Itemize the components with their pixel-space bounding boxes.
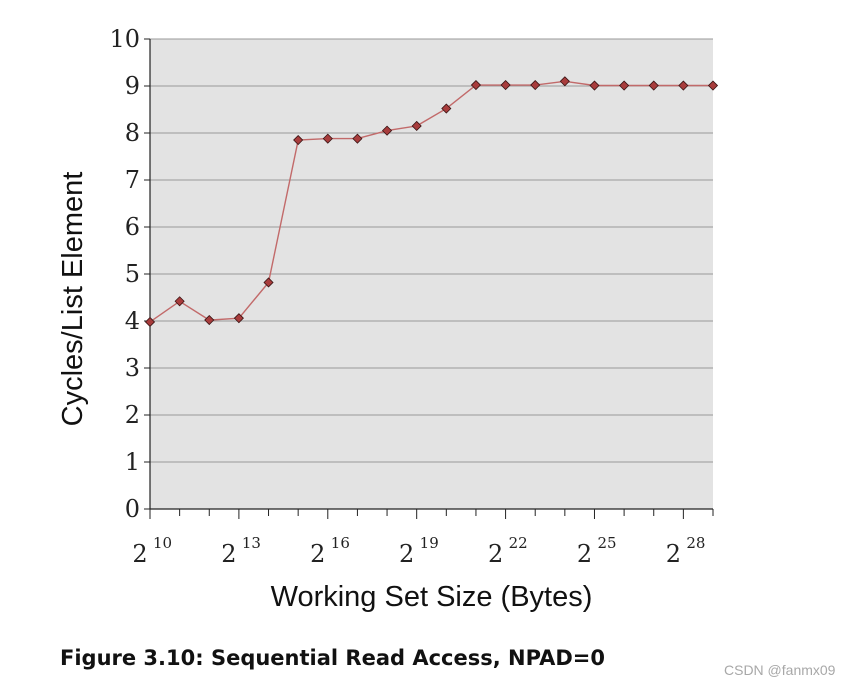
y-tick-label: 0: [125, 495, 140, 523]
data-point: [233, 313, 244, 324]
data-point: [322, 133, 333, 144]
data-point: [174, 296, 185, 307]
x-tick-label-exponent: 10: [153, 534, 172, 552]
y-tick-label: 1: [125, 448, 140, 476]
x-tick-label-exponent: 22: [509, 534, 528, 552]
data-point: [707, 80, 719, 91]
x-tick-label: 2: [488, 540, 503, 568]
x-tick-label-exponent: 28: [686, 534, 705, 552]
data-point: [263, 277, 274, 288]
x-tick-label-exponent: 25: [597, 534, 616, 552]
x-tick-label-exponent: 13: [242, 534, 261, 552]
watermark: CSDN @fanmx09: [724, 662, 836, 678]
y-tick-label: 4: [125, 307, 140, 335]
y-tick-label: 9: [125, 72, 140, 100]
data-point: [619, 80, 630, 91]
x-tick-label: 2: [221, 540, 236, 568]
data-point: [470, 79, 482, 91]
data-point: [441, 103, 452, 114]
data-point: [293, 134, 304, 146]
y-tick-label: 2: [125, 401, 140, 429]
x-axis-title: Working Set Size (Bytes): [271, 581, 593, 613]
x-tick-label: 2: [132, 540, 147, 568]
y-tick-label: 5: [125, 260, 140, 288]
data-point: [352, 133, 363, 144]
data-point: [500, 79, 511, 91]
y-tick-label: 8: [125, 119, 140, 147]
data-point: [648, 80, 659, 91]
y-axis-title: Cycles/List Element: [57, 172, 89, 427]
x-tick-label: 2: [310, 540, 325, 568]
x-tick-label: 2: [577, 540, 592, 568]
y-tick-label: 7: [125, 166, 140, 194]
data-point: [204, 314, 215, 326]
data-point: [589, 80, 600, 91]
y-tick-label: 6: [125, 213, 140, 241]
data-point: [559, 76, 570, 87]
data-point: [530, 79, 541, 91]
data-point: [411, 120, 422, 132]
x-tick-label-exponent: 16: [331, 534, 350, 552]
x-tick-label-exponent: 19: [420, 534, 439, 552]
data-point: [144, 316, 156, 328]
x-tick-label: 2: [399, 540, 414, 568]
y-tick-label: 10: [109, 25, 140, 53]
figure-caption: Figure 3.10: Sequential Read Access, NPA…: [60, 646, 605, 670]
data-point: [678, 80, 689, 91]
x-tick-label: 2: [666, 540, 681, 568]
data-point: [381, 125, 393, 136]
y-tick-label: 3: [125, 354, 140, 382]
